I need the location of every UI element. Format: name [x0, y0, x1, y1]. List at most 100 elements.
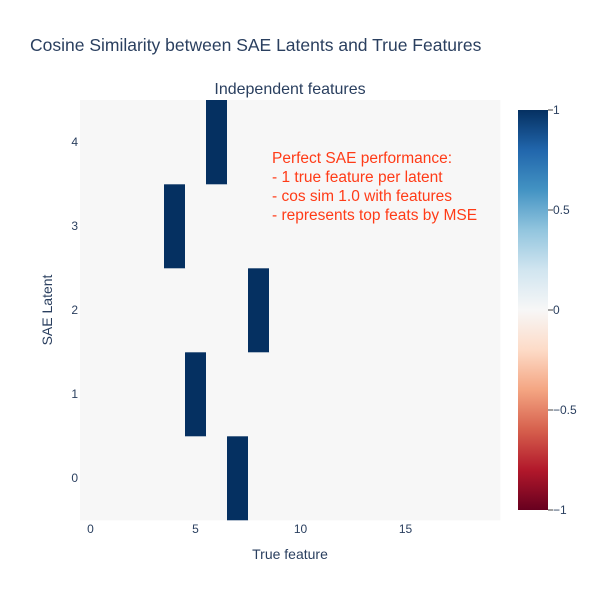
- heatmap-cell: [248, 352, 270, 437]
- heatmap-cell: [290, 184, 312, 269]
- heatmap-cell: [437, 352, 459, 437]
- heatmap-cell-match: [248, 268, 270, 353]
- heatmap-cell: [269, 100, 291, 185]
- heatmap-cell-match: [164, 184, 186, 269]
- y-tick-label: 2: [71, 303, 78, 317]
- colorbar-tick-label: 0.5: [553, 203, 570, 217]
- heatmap-cell: [122, 268, 144, 353]
- heatmap-cell: [437, 100, 459, 185]
- heatmap-cell: [479, 184, 501, 269]
- heatmap-cell: [416, 184, 438, 269]
- x-tick-label: 5: [192, 522, 199, 536]
- heatmap-cell: [353, 184, 375, 269]
- heatmap-cell: [332, 436, 354, 521]
- colorbar-tick-label: −0.5: [553, 403, 577, 417]
- chart-title: Cosine Similarity between SAE Latents an…: [30, 35, 482, 55]
- heatmap-cell: [353, 352, 375, 437]
- heatmap-cell: [395, 184, 417, 269]
- heatmap: [80, 100, 501, 521]
- heatmap-cell: [122, 100, 144, 185]
- heatmap-cell: [101, 100, 123, 185]
- annotation-line: - represents top feats by MSE: [272, 207, 477, 224]
- heatmap-cell-match: [185, 352, 207, 437]
- heatmap-cell: [143, 184, 165, 269]
- heatmap-cell: [311, 184, 333, 269]
- x-tick-label: 15: [399, 522, 413, 536]
- heatmap-cell: [479, 436, 501, 521]
- heatmap-cell-match: [227, 436, 249, 521]
- heatmap-cell: [80, 352, 102, 437]
- heatmap-cell: [290, 100, 312, 185]
- heatmap-cell: [101, 184, 123, 269]
- heatmap-cell: [164, 352, 186, 437]
- heatmap-cell: [458, 352, 480, 437]
- colorbar-tick-label: 1: [553, 103, 560, 117]
- heatmap-cell: [353, 100, 375, 185]
- heatmap-cell: [206, 436, 228, 521]
- heatmap-cell: [80, 268, 102, 353]
- x-tick-label: 10: [294, 522, 308, 536]
- heatmap-cell: [248, 436, 270, 521]
- heatmap-cell: [437, 268, 459, 353]
- heatmap-cell: [227, 268, 249, 353]
- heatmap-cell: [248, 184, 270, 269]
- heatmap-cell: [416, 436, 438, 521]
- heatmap-cell: [122, 352, 144, 437]
- colorbar-tick-label: −1: [553, 503, 567, 517]
- heatmap-cell: [80, 100, 102, 185]
- colorbar: [518, 110, 548, 510]
- heatmap-cell: [458, 184, 480, 269]
- heatmap-cell: [311, 352, 333, 437]
- heatmap-cell: [185, 100, 207, 185]
- heatmap-cell: [353, 436, 375, 521]
- heatmap-cell: [458, 436, 480, 521]
- heatmap-cell: [164, 100, 186, 185]
- heatmap-cell: [101, 436, 123, 521]
- x-tick-label: 0: [87, 522, 94, 536]
- heatmap-cell: [437, 184, 459, 269]
- heatmap-cell: [185, 184, 207, 269]
- annotation-line: Perfect SAE performance:: [272, 150, 452, 167]
- heatmap-cell: [290, 268, 312, 353]
- heatmap-cell: [164, 268, 186, 353]
- heatmap-cell: [101, 352, 123, 437]
- heatmap-cell: [185, 436, 207, 521]
- heatmap-cell-match: [206, 100, 228, 185]
- heatmap-cell: [269, 352, 291, 437]
- heatmap-cell: [374, 184, 396, 269]
- heatmap-cell: [290, 436, 312, 521]
- x-axis-title: True feature: [252, 546, 328, 562]
- heatmap-cell: [395, 352, 417, 437]
- y-tick-label: 1: [71, 387, 78, 401]
- heatmap-cell: [311, 268, 333, 353]
- chart-subtitle: Independent features: [214, 81, 365, 98]
- annotation-line: - cos sim 1.0 with features: [272, 188, 452, 205]
- heatmap-cell: [479, 100, 501, 185]
- colorbar-tick-label: 0: [553, 303, 560, 317]
- heatmap-cell: [395, 268, 417, 353]
- heatmap-cell: [185, 268, 207, 353]
- heatmap-cell: [332, 100, 354, 185]
- heatmap-cell: [206, 352, 228, 437]
- heatmap-cell: [437, 436, 459, 521]
- heatmap-cell: [122, 436, 144, 521]
- heatmap-cell: [311, 100, 333, 185]
- heatmap-cell: [374, 436, 396, 521]
- heatmap-cell: [122, 184, 144, 269]
- heatmap-cell: [395, 100, 417, 185]
- y-tick-label: 3: [71, 219, 78, 233]
- heatmap-cell: [374, 268, 396, 353]
- heatmap-cell: [248, 100, 270, 185]
- annotation: Perfect SAE performance: - 1 true feature…: [272, 150, 477, 224]
- heatmap-cell: [479, 268, 501, 353]
- heatmap-cell: [332, 268, 354, 353]
- colorbar-ticks: 1 0.5 0 −0.5 −1: [548, 103, 577, 517]
- heatmap-cell: [101, 268, 123, 353]
- heatmap-cell: [269, 436, 291, 521]
- annotation-line: - 1 true feature per latent: [272, 169, 443, 186]
- heatmap-cell: [164, 436, 186, 521]
- heatmap-cell: [269, 184, 291, 269]
- y-axis-title: SAE Latent: [39, 274, 55, 345]
- heatmap-cell: [206, 184, 228, 269]
